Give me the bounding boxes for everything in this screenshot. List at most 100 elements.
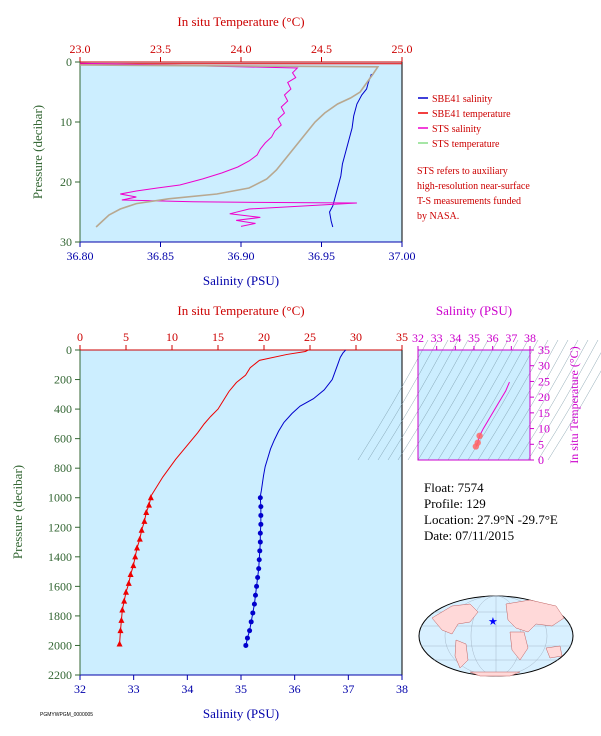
ts-isoline xyxy=(417,339,489,461)
full-profile-bottom-tick-label: 33 xyxy=(128,682,140,696)
full-profile-bottom-tick-label: 36 xyxy=(289,682,301,696)
full-profile-series-salinity-discrete-point xyxy=(256,566,262,572)
near-surface-y-tick-label: 30 xyxy=(60,235,72,249)
ts-density-isolines xyxy=(357,339,601,461)
ts-right-tick-label: 10 xyxy=(538,422,550,436)
ts-isoline xyxy=(367,339,439,461)
ts-diagram-plot-area xyxy=(417,349,531,461)
legend: SBE41 salinity SBE41 temperature STS salin… xyxy=(418,94,511,150)
near-surface-bottom-tick-label: 36.90 xyxy=(228,249,255,263)
ts-right-tick-label: 0 xyxy=(538,453,544,467)
ts-top-tick-label: 36 xyxy=(487,331,499,345)
ts-top-tick-label: 34 xyxy=(449,331,461,345)
full-profile-series-temperature xyxy=(150,349,309,497)
full-profile-y-tick-label: 0 xyxy=(66,343,72,357)
full-profile-series-salinity-discrete-point xyxy=(252,592,258,598)
full-profile-series-salinity-discrete-point xyxy=(257,495,263,501)
date: Date: 07/11/2015 xyxy=(424,528,514,543)
full-profile-series-salinity-discrete-point xyxy=(254,583,260,589)
ts-isoline xyxy=(537,352,601,461)
float-id: Float: 7574 xyxy=(424,480,484,495)
ts-right-tick-label: 5 xyxy=(538,437,544,451)
full-profile-top-tick-label: 35 xyxy=(396,330,408,344)
full-profile-y-tick-label: 1000 xyxy=(48,491,72,505)
ts-isoline xyxy=(407,339,479,461)
ts-series-point xyxy=(474,439,481,446)
near-surface-top-tick-label: 25.0 xyxy=(392,42,413,56)
full-profile-series-salinity xyxy=(259,349,347,497)
near-surface-top-tick-label: 24.5 xyxy=(311,42,332,56)
full-profile-top-tick-label: 0 xyxy=(77,330,83,344)
full-profile-series-salinity-discrete-point xyxy=(244,635,250,641)
ts-isoline xyxy=(397,339,469,461)
near-surface-bottom-tick-label: 36.95 xyxy=(308,249,335,263)
near-surface-bottom-axis-label: Salinity (PSU) xyxy=(203,273,279,288)
near-surface-top-tick-label: 23.0 xyxy=(70,42,91,56)
float-info: Float: 7574 Profile: 129 Location: 27.9°… xyxy=(424,480,558,543)
float-location-marker: ★ xyxy=(488,615,498,628)
ts-series-point xyxy=(476,432,483,439)
full-profile-series-salinity-discrete-point xyxy=(258,512,264,518)
legend-label: STS salinity xyxy=(432,124,481,135)
ts-isoline xyxy=(457,339,529,461)
near-surface-series-sts-temperature xyxy=(79,64,380,228)
full-profile-y-tick-label: 1400 xyxy=(48,550,72,564)
ts-isoline xyxy=(507,339,579,461)
full-profile-series xyxy=(116,349,347,648)
ts-isoline xyxy=(377,339,449,461)
full-profile-series-salinity-discrete-point xyxy=(247,628,253,634)
full-profile-y-tick-label: 200 xyxy=(54,373,72,387)
ts-isoline xyxy=(437,339,509,461)
full-profile-series-salinity-discrete-point xyxy=(243,642,249,648)
ts-isoline xyxy=(447,339,519,461)
full-profile-ticks: 0 5 10 15 20 25 30 35 32 33 34 35 36 37 38 0 200 400 600 80… xyxy=(48,330,408,696)
near-surface-ticks: 23.0 23.5 24.0 24.5 25.0 36.80 36.85 36.90 36.95… xyxy=(60,42,416,263)
full-profile-bottom-axis-label: Salinity (PSU) xyxy=(203,706,279,721)
world-map: ★ xyxy=(418,595,574,677)
full-profile-series-temperature-bottle-discrete-point xyxy=(117,627,124,634)
ts-right-tick-label: 20 xyxy=(538,390,550,404)
full-profile-y-tick-label: 400 xyxy=(54,402,72,416)
full-profile-y-tick-label: 2200 xyxy=(48,668,72,682)
full-profile-plot-area xyxy=(79,349,403,676)
near-surface-plot-area xyxy=(79,61,403,243)
full-profile-series-temperature-bottle-discrete-point xyxy=(147,494,154,501)
ts-diagram-top-axis-label: Salinity (PSU) xyxy=(436,303,512,318)
full-profile-series-temperature-bottle-discrete-point xyxy=(127,571,134,578)
full-profile-y-tick-label: 600 xyxy=(54,432,72,446)
ts-isoline xyxy=(427,339,499,461)
near-surface-y-axis-label: Pressure (decibar) xyxy=(30,105,45,199)
ts-diagram-right-axis-label: In situ Temperature (°C) xyxy=(567,346,581,463)
full-profile-top-tick-label: 15 xyxy=(212,330,224,344)
footer-code: PGMYWPGM_0000005 xyxy=(40,712,93,718)
near-surface-series-sbe41-salinity xyxy=(329,73,372,228)
full-profile-series-temperature-bottle-discrete-point xyxy=(136,535,143,542)
full-profile-series-salinity-discrete-point xyxy=(250,610,256,616)
ts-top-tick-label: 38 xyxy=(524,331,536,345)
near-surface-top-tick-label: 24.0 xyxy=(231,42,252,56)
full-profile-series-temperature-bottle-discrete-point xyxy=(125,579,132,586)
note-line-3: T-S measurements funded xyxy=(417,196,521,207)
ts-isoline xyxy=(527,339,599,461)
full-profile-series-temperature-bottle-discrete-point xyxy=(130,562,137,569)
sts-note: STS refers to auxiliary high-resolution … xyxy=(417,166,530,222)
ts-top-tick-label: 32 xyxy=(412,331,424,345)
near-surface-y-tick-label: 10 xyxy=(60,115,72,129)
full-profile-series-temperature-bottle-discrete-point xyxy=(123,588,129,595)
ts-right-tick-label: 15 xyxy=(538,406,550,420)
full-profile-series-temperature-bottle-discrete-point xyxy=(121,597,128,604)
full-profile-chart: 0 5 10 15 20 25 30 35 32 33 34 35 36 37 38 0 200 400 600 80… xyxy=(10,303,408,721)
near-surface-y-tick-label: 0 xyxy=(66,55,72,69)
near-surface-top-axis-label: In situ Temperature (°C) xyxy=(177,14,304,29)
legend-label: STS temperature xyxy=(432,139,500,150)
full-profile-series-salinity-discrete-point xyxy=(258,504,264,510)
ts-isoline xyxy=(477,339,549,461)
full-profile-series-salinity-discrete-point xyxy=(257,530,263,536)
full-profile-series-temperature-bottle-discrete-point xyxy=(138,526,145,533)
full-profile-series-temperature-bottle-discrete-point xyxy=(134,544,141,551)
ts-diagram-series xyxy=(472,381,510,450)
near-surface-series xyxy=(79,62,402,228)
full-profile-top-tick-label: 30 xyxy=(350,330,362,344)
